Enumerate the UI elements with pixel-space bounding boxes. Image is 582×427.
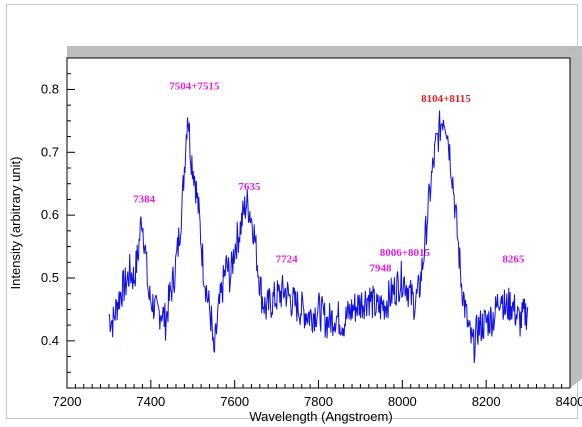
peak-label: 8265 [502,253,525,265]
y-axis: 0.4 0.5 0.6 0.7 0.8 [41,57,75,389]
x-tick-label: 7600 [220,394,249,409]
y-tick-label: 0.5 [41,270,59,285]
spectrum-line [108,110,529,364]
peak-label: 7948 [370,263,393,275]
plot-right-bevel [570,49,582,388]
annotations-group: 7384 7504+7515 7635 7724 7948 8006+8015 8104+8… [133,80,525,274]
series-group [108,110,529,364]
y-axis-title: Intensity (arbitrary unit) [8,157,23,290]
x-tick-label: 7200 [53,394,82,409]
peak-label: 7724 [276,253,299,265]
plot-top-bevel [67,46,582,58]
x-tick-label: 7400 [136,394,165,409]
x-tick-label: 8400 [556,394,582,409]
x-tick-label: 7800 [304,394,333,409]
peak-label: 7504+7515 [169,80,220,92]
y-tick-label: 0.8 [41,81,59,96]
y-tick-label: 0.4 [41,333,59,348]
peak-label: 7635 [238,181,261,193]
x-tick-label: 8000 [388,394,417,409]
y-tick-label: 0.6 [41,207,59,222]
peak-label: 8006+8015 [380,247,431,259]
x-axis: 7200 7400 7600 7800 8000 8200 8400 [53,380,582,409]
plot-area [66,57,571,389]
x-axis-title: Wavelength (Angstroem) [249,409,392,424]
peak-label: 8104+8115 [421,93,471,105]
peak-label: 7384 [133,194,156,206]
x-tick-label: 8200 [472,394,501,409]
y-tick-label: 0.7 [41,144,59,159]
